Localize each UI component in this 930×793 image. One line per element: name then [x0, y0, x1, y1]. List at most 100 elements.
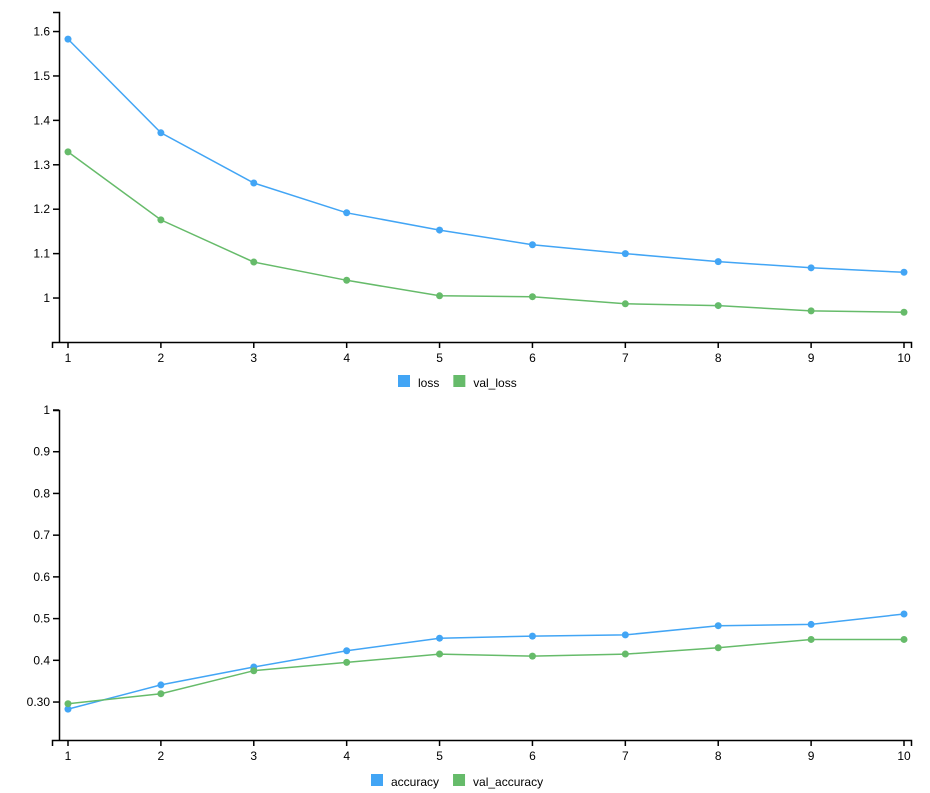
accuracy-x-tick: 1 [65, 740, 72, 763]
accuracy-y-tick: 0.6 [33, 570, 59, 584]
accuracy-y-tick-label: 0.4 [33, 653, 50, 667]
legend-swatch-icon [371, 774, 383, 786]
loss-x-tick-label: 2 [158, 351, 165, 365]
val-loss-point[interactable] [64, 148, 72, 156]
loss-x-tick-label: 5 [436, 351, 443, 365]
accuracy-point[interactable] [528, 632, 536, 640]
accuracy-x-tick-label: 9 [808, 749, 815, 763]
val-accuracy-point[interactable] [64, 700, 72, 708]
loss-y-tick: 1 [43, 291, 59, 305]
legend-swatch-icon [398, 375, 410, 387]
accuracy-point[interactable] [343, 647, 351, 655]
loss-point[interactable] [157, 129, 165, 137]
val-loss-point[interactable] [807, 307, 815, 315]
accuracy-y-tick-label: 0.8 [33, 486, 50, 500]
loss-x-tick-label: 4 [343, 351, 350, 365]
legend-item-val-accuracy[interactable]: val_accuracy [453, 774, 543, 789]
loss-x-tick: 8 [715, 342, 722, 365]
accuracy-point[interactable] [714, 622, 722, 630]
accuracy-x-tick-label: 5 [436, 749, 443, 763]
val-loss-point[interactable] [436, 292, 444, 300]
val-accuracy-point[interactable] [250, 667, 258, 675]
accuracy-x-tick-label: 4 [343, 749, 350, 763]
accuracy-y-tick: 0.7 [33, 528, 59, 542]
legend-swatch-icon [453, 375, 466, 387]
loss-y-tick: 1.6 [33, 25, 59, 39]
loss-point[interactable] [900, 268, 908, 276]
val-accuracy-point[interactable] [436, 650, 444, 658]
val-loss-point[interactable] [621, 300, 629, 308]
accuracy-x-tick-label: 2 [158, 749, 165, 763]
legend-item-accuracy[interactable]: accuracy [371, 774, 439, 789]
loss-point[interactable] [436, 226, 444, 234]
accuracy-x-tick: 6 [529, 740, 536, 763]
loss-x-tick-label: 1 [65, 351, 72, 365]
legend-item-loss[interactable]: loss [398, 375, 439, 390]
loss-x-axis: 1 2 3 4 5 6 7 8 9 10 [51, 341, 913, 365]
loss-y-tick-label: 1.5 [33, 69, 50, 83]
val-loss-point[interactable] [900, 308, 908, 316]
accuracy-y-tick: 0.30 [27, 695, 59, 709]
val-loss-line [67, 151, 905, 313]
loss-point[interactable] [621, 250, 629, 258]
loss-point[interactable] [807, 264, 815, 272]
val-accuracy-point[interactable] [900, 635, 908, 643]
val-loss-point[interactable] [714, 302, 722, 310]
accuracy-x-tick: 3 [250, 740, 257, 763]
loss-x-tick: 3 [250, 342, 257, 365]
loss-point[interactable] [250, 179, 258, 187]
val-loss-series [64, 148, 908, 316]
accuracy-point[interactable] [157, 681, 165, 689]
loss-x-tick: 7 [622, 342, 629, 365]
loss-y-tick-label: 1.6 [33, 25, 50, 39]
accuracy-chart: 1 0.9 0.8 0.7 0.6 0.5 0.4 0.30 1 2 3 4 5 6 7 8 9 10 accura… [27, 403, 913, 789]
val-accuracy-point[interactable] [343, 658, 351, 666]
accuracy-y-tick-label: 0.7 [33, 528, 50, 542]
accuracy-x-tick: 4 [343, 740, 350, 763]
accuracy-line [67, 613, 905, 710]
loss-chart: 1.6 1.5 1.4 1.3 1.2 1.1 1 1 2 3 4 5 6 7 8 9 10 loss val_lo… [33, 11, 913, 390]
legend-item-val-loss[interactable]: val_loss [453, 375, 517, 390]
legend-label: loss [418, 376, 439, 390]
val-accuracy-point[interactable] [807, 635, 815, 643]
loss-y-axis: 1.6 1.5 1.4 1.3 1.2 1.1 1 [33, 11, 61, 343]
loss-y-tick: 1.4 [33, 113, 59, 127]
loss-y-tick-label: 1.3 [33, 158, 50, 172]
val-accuracy-series [64, 635, 908, 708]
accuracy-legend: accuracy val_accuracy [371, 774, 543, 789]
loss-x-tick-label: 3 [250, 351, 257, 365]
accuracy-x-tick-label: 1 [65, 749, 72, 763]
accuracy-point[interactable] [807, 620, 815, 628]
val-accuracy-point[interactable] [528, 652, 536, 660]
loss-x-tick: 1 [65, 342, 72, 365]
loss-y-tick: 1.2 [33, 202, 59, 216]
accuracy-x-axis: 1 2 3 4 5 6 7 8 9 10 [51, 739, 913, 763]
loss-x-tick-label: 6 [529, 351, 536, 365]
loss-point[interactable] [343, 209, 351, 217]
loss-series [64, 35, 908, 276]
loss-point[interactable] [64, 35, 72, 43]
legend-swatch-icon [453, 774, 466, 786]
val-accuracy-point[interactable] [157, 690, 165, 698]
val-loss-point[interactable] [528, 293, 536, 301]
val-loss-point[interactable] [343, 276, 351, 284]
val-accuracy-point[interactable] [714, 644, 722, 652]
legend-label: val_loss [473, 376, 516, 390]
accuracy-point[interactable] [621, 631, 629, 639]
val-accuracy-line [67, 638, 904, 705]
loss-point[interactable] [714, 258, 722, 266]
val-loss-point[interactable] [157, 216, 165, 224]
accuracy-y-tick-label: 1 [43, 403, 50, 417]
loss-x-tick: 4 [343, 342, 350, 365]
val-accuracy-point[interactable] [621, 650, 629, 658]
accuracy-y-axis: 1 0.9 0.8 0.7 0.6 0.5 0.4 0.30 [27, 403, 61, 741]
accuracy-point[interactable] [64, 705, 72, 713]
accuracy-point[interactable] [900, 610, 908, 618]
val-loss-point[interactable] [250, 258, 258, 266]
loss-y-tick-label: 1.1 [33, 247, 50, 261]
accuracy-y-tick-label: 0.6 [33, 570, 50, 584]
accuracy-point[interactable] [436, 634, 444, 642]
accuracy-x-tick: 9 [808, 740, 815, 763]
loss-point[interactable] [528, 241, 536, 249]
